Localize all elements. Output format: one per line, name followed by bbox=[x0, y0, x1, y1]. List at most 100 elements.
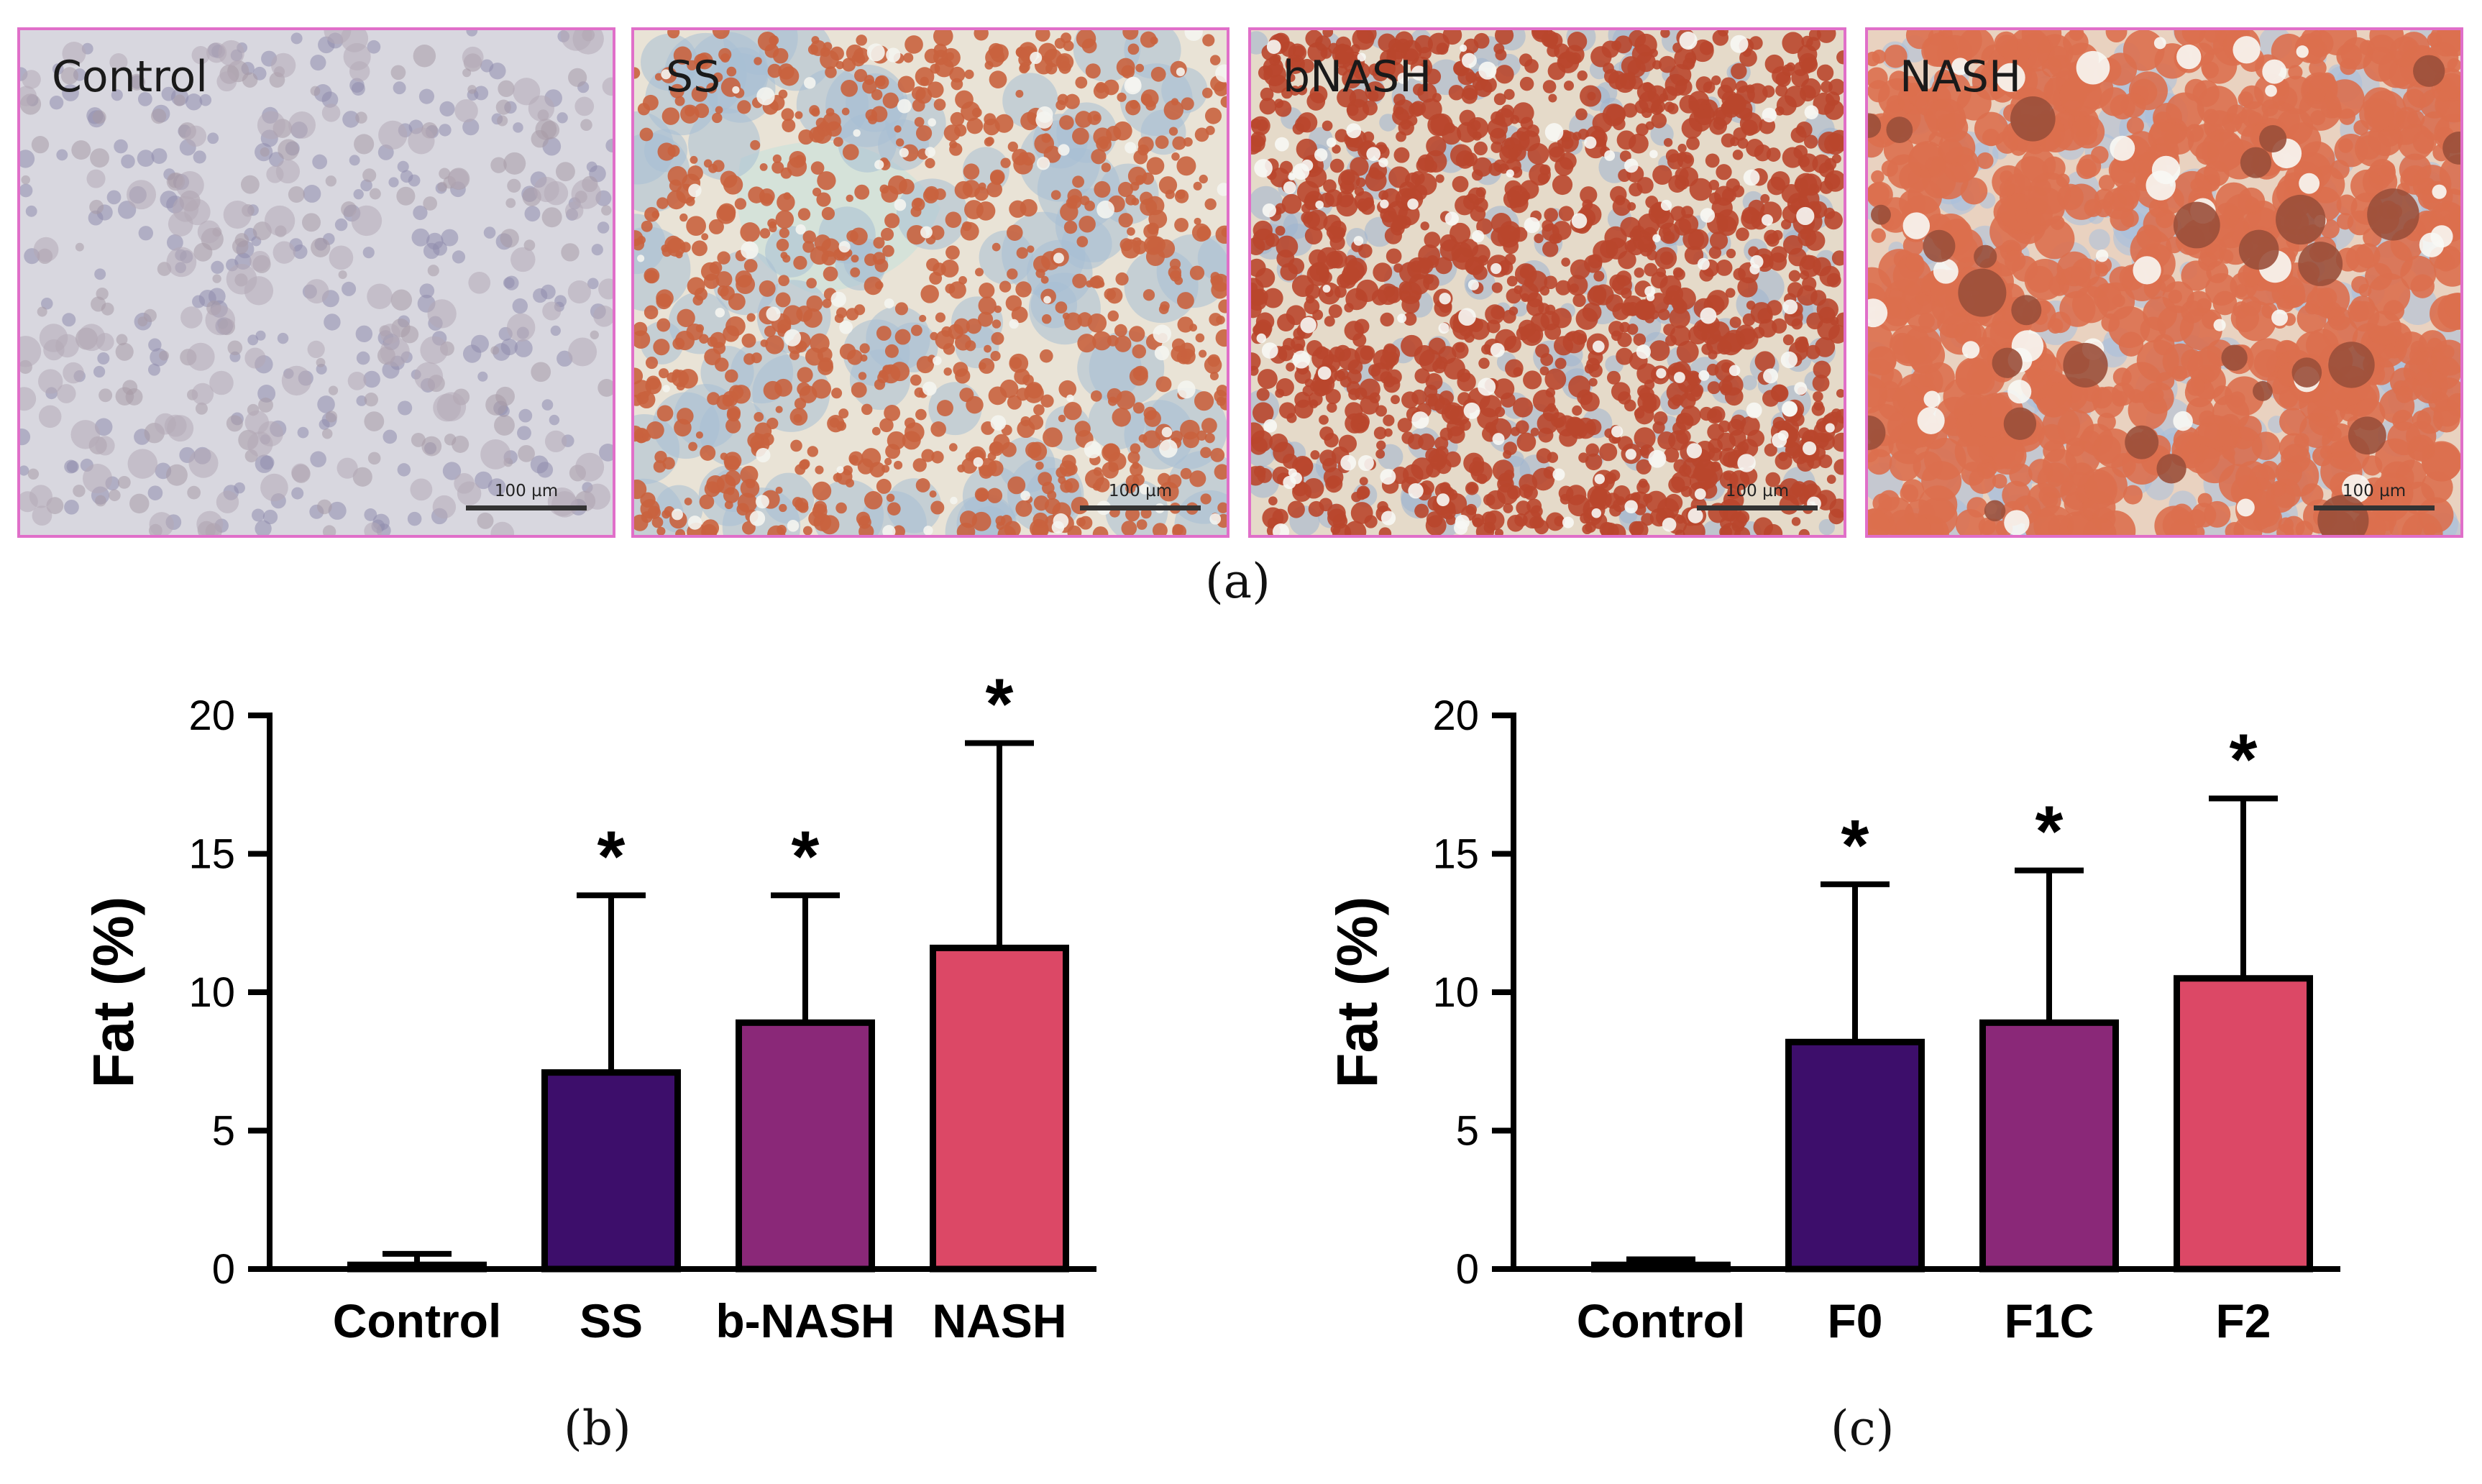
tissue-cell bbox=[487, 478, 506, 497]
lipid-droplet bbox=[1022, 374, 1034, 386]
lipid-droplet bbox=[1677, 143, 1687, 153]
lipid-droplet bbox=[1378, 33, 1397, 52]
lipid-droplet bbox=[1725, 288, 1736, 298]
lipid-droplet bbox=[754, 411, 764, 422]
lipid-droplet bbox=[1007, 268, 1018, 280]
lipid-droplet bbox=[1322, 30, 1334, 37]
lipid-droplet bbox=[1494, 114, 1506, 126]
lipid-droplet bbox=[1736, 85, 1755, 104]
lipid-droplet bbox=[1718, 30, 1728, 37]
lipid-droplet bbox=[1217, 183, 1227, 196]
lipid-droplet bbox=[1868, 132, 1885, 158]
lipid-droplet bbox=[1868, 67, 1888, 89]
lipid-droplet bbox=[1647, 242, 1657, 252]
lipid-droplet bbox=[2076, 50, 2110, 85]
lipid-droplet bbox=[1542, 80, 1557, 93]
lipid-droplet bbox=[1201, 88, 1213, 99]
lipid-droplet bbox=[1397, 418, 1412, 433]
lipid-droplet bbox=[790, 439, 802, 452]
lipid-droplet bbox=[1750, 302, 1773, 324]
tissue-cell bbox=[86, 169, 106, 188]
lipid-droplet bbox=[740, 465, 759, 484]
lipid-droplet bbox=[1720, 522, 1741, 535]
lipid-droplet bbox=[1801, 35, 1813, 48]
tissue-cell bbox=[95, 436, 115, 456]
lipid-droplet bbox=[1871, 204, 1891, 225]
lipid-droplet bbox=[1736, 227, 1749, 242]
lipid-droplet bbox=[1411, 65, 1427, 81]
lipid-droplet bbox=[1130, 463, 1143, 477]
tissue-cell bbox=[311, 237, 331, 257]
lipid-droplet bbox=[1016, 247, 1028, 259]
lipid-droplet bbox=[2212, 290, 2238, 316]
lipid-droplet bbox=[1708, 246, 1722, 259]
tissue-cell bbox=[244, 347, 266, 369]
y-tick-label: 15 bbox=[1432, 831, 1479, 878]
lipid-droplet bbox=[1396, 131, 1406, 142]
lipid-droplet bbox=[1022, 152, 1035, 166]
lipid-droplet bbox=[2212, 385, 2233, 406]
tissue-cell bbox=[227, 340, 243, 356]
lipid-droplet bbox=[708, 219, 724, 234]
tissue-cell bbox=[413, 45, 436, 68]
lipid-droplet bbox=[1286, 362, 1295, 372]
lipid-droplet bbox=[1558, 52, 1575, 69]
lipid-droplet bbox=[2187, 349, 2222, 384]
lipid-droplet bbox=[794, 155, 805, 165]
x-tick-label: NASH bbox=[932, 1294, 1066, 1347]
lipid-droplet bbox=[836, 466, 844, 474]
lipid-droplet bbox=[1419, 349, 1442, 372]
lipid-droplet bbox=[1992, 473, 2007, 489]
lipid-droplet bbox=[1093, 83, 1109, 99]
lipid-droplet bbox=[966, 117, 984, 134]
lipid-droplet bbox=[820, 515, 840, 535]
tissue-cell bbox=[209, 370, 234, 395]
tissue-cell bbox=[175, 171, 204, 200]
lipid-droplet bbox=[1324, 433, 1339, 448]
tissue-cell bbox=[226, 415, 243, 432]
lipid-droplet bbox=[746, 313, 756, 322]
lipid-droplet bbox=[1684, 245, 1704, 265]
lipid-droplet bbox=[748, 186, 765, 203]
lipid-droplet bbox=[997, 525, 1017, 535]
lipid-droplet bbox=[1625, 449, 1636, 460]
tissue-cell bbox=[83, 464, 113, 494]
scale-bar-line bbox=[2314, 505, 2435, 510]
lipid-droplet bbox=[1324, 189, 1343, 207]
tissue-cell bbox=[240, 175, 260, 194]
lipid-droplet bbox=[950, 496, 958, 505]
lipid-droplet bbox=[1152, 523, 1168, 535]
lipid-droplet bbox=[971, 511, 992, 531]
lipid-droplet bbox=[1730, 414, 1746, 430]
lipid-droplet bbox=[1599, 443, 1618, 462]
lipid-droplet bbox=[1094, 477, 1110, 493]
lipid-droplet bbox=[1868, 298, 1888, 328]
lipid-droplet bbox=[850, 267, 861, 278]
tissue-cell bbox=[400, 170, 413, 183]
lipid-droplet bbox=[1172, 136, 1186, 150]
lipid-droplet bbox=[1401, 296, 1420, 314]
lipid-droplet bbox=[1694, 488, 1706, 500]
lipid-droplet bbox=[974, 30, 989, 41]
lipid-droplet bbox=[1663, 137, 1673, 147]
lipid-droplet bbox=[826, 121, 842, 137]
lipid-droplet bbox=[1491, 282, 1503, 293]
lipid-droplet bbox=[2143, 207, 2179, 242]
lipid-droplet bbox=[724, 500, 733, 510]
lipid-droplet bbox=[656, 293, 672, 310]
lipid-droplet bbox=[1125, 76, 1142, 92]
lipid-droplet bbox=[712, 30, 730, 40]
lipid-droplet bbox=[1294, 367, 1311, 384]
lipid-droplet bbox=[936, 400, 953, 417]
lipid-droplet bbox=[740, 222, 761, 242]
lipid-droplet bbox=[1275, 137, 1289, 152]
lipid-droplet bbox=[1830, 316, 1839, 326]
tissue-cell bbox=[304, 279, 329, 304]
lipid-droplet bbox=[1269, 434, 1288, 453]
tissue-cell bbox=[452, 435, 470, 453]
lipid-droplet bbox=[1306, 295, 1315, 304]
lipid-droplet bbox=[1648, 449, 1667, 468]
lipid-droplet bbox=[2413, 55, 2445, 87]
lipid-droplet bbox=[1737, 277, 1758, 298]
lipid-droplet bbox=[1761, 214, 1774, 226]
